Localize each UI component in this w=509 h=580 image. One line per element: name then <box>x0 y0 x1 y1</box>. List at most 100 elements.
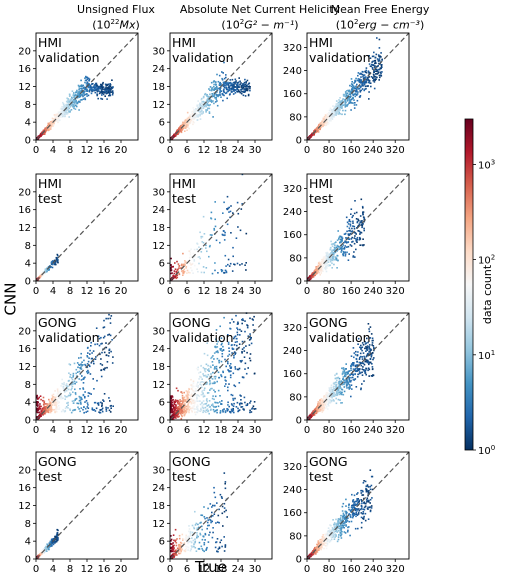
heatmap-cell <box>217 95 219 98</box>
heatmap-cell <box>67 98 69 101</box>
heatmap-cell <box>324 121 326 124</box>
heatmap-cell <box>345 101 347 104</box>
heatmap-cell <box>172 276 175 278</box>
heatmap-cell <box>67 404 69 406</box>
heatmap-cell <box>206 250 208 253</box>
x-tick-label: 6 <box>184 286 190 297</box>
heatmap-cell <box>171 395 174 397</box>
heatmap-cell <box>361 220 363 222</box>
identity-line <box>306 32 410 141</box>
heatmap-cell <box>237 407 239 410</box>
heatmap-cell <box>339 97 341 99</box>
heatmap-cell <box>216 100 218 102</box>
heatmap-cell <box>66 97 68 100</box>
heatmap-cell <box>178 131 180 134</box>
heatmap-cell <box>53 114 56 116</box>
heatmap-cell <box>79 388 81 390</box>
heatmap-cell <box>329 120 331 122</box>
heatmap-cell <box>232 409 235 411</box>
heatmap-cell <box>195 390 197 392</box>
heatmap-cell <box>55 118 57 120</box>
heatmap-cell <box>350 238 353 240</box>
y-tick-label: 80 <box>289 253 302 264</box>
heatmap-cell <box>84 98 87 101</box>
heatmap-cell <box>363 218 365 220</box>
heatmap-cell <box>228 265 231 267</box>
heatmap-cell <box>74 93 77 96</box>
heatmap-cell <box>51 409 54 411</box>
heatmap-cell <box>342 93 345 96</box>
heatmap-cell <box>78 370 81 373</box>
heatmap-cell <box>70 109 73 111</box>
heatmap-cell <box>211 382 214 385</box>
heatmap-cell <box>322 264 325 267</box>
heatmap-cell <box>199 118 202 120</box>
x-tick-label: 18 <box>215 145 228 156</box>
heatmap-cell <box>82 98 85 100</box>
heatmap-cell <box>362 207 364 209</box>
heatmap-cell <box>222 72 224 74</box>
heatmap-cell <box>83 406 85 408</box>
heatmap-cell <box>177 389 179 392</box>
heatmap-cell <box>245 269 247 271</box>
heatmap-cell <box>51 117 54 120</box>
heatmap-cell <box>187 271 190 274</box>
heatmap-cell <box>337 245 340 248</box>
heatmap-cell <box>170 269 173 272</box>
heatmap-cell <box>241 84 243 87</box>
heatmap-cell <box>352 96 354 99</box>
heatmap-cell <box>58 401 60 403</box>
heatmap-cell <box>44 412 46 415</box>
heatmap-cell <box>37 401 39 403</box>
heatmap-cell <box>51 123 53 125</box>
heatmap-cell <box>226 97 228 100</box>
heatmap-cell <box>225 87 228 90</box>
heatmap-cell <box>232 84 234 87</box>
heatmap-cell <box>248 86 250 88</box>
heatmap-cell <box>178 265 181 267</box>
heatmap-cell <box>342 250 345 253</box>
x-tick-label: 30 <box>249 145 262 156</box>
heatmap-cell <box>335 103 338 106</box>
heatmap-cell <box>225 271 228 274</box>
heatmap-cell <box>331 262 333 265</box>
heatmap-cell <box>327 112 330 115</box>
heatmap-cell <box>239 360 242 362</box>
heatmap-cell <box>47 404 49 407</box>
heatmap-cell <box>230 87 233 90</box>
heatmap-cell <box>70 388 72 391</box>
heatmap-cell <box>339 113 341 115</box>
heatmap-cell <box>363 244 365 246</box>
heatmap-cell <box>335 105 338 107</box>
heatmap-cell <box>223 61 225 64</box>
x-tick-label: 4 <box>50 425 56 436</box>
heatmap-cell <box>334 251 337 254</box>
heatmap-cell <box>98 92 101 95</box>
heatmap-cell <box>237 212 240 215</box>
heatmap-cell <box>106 84 108 86</box>
heatmap-cell <box>200 408 202 411</box>
heatmap-cell <box>108 92 111 94</box>
x-tick-label: 18 <box>215 286 228 297</box>
heatmap-cell <box>337 103 339 105</box>
heatmap-cell <box>214 97 216 99</box>
heatmap-cell <box>65 109 68 112</box>
heatmap-cell <box>110 86 113 89</box>
heatmap-cell <box>335 257 338 260</box>
heatmap-cell <box>219 91 221 93</box>
heatmap-cell <box>349 244 352 246</box>
heatmap-cell <box>197 381 199 384</box>
y-tick-label: 20 <box>18 187 31 198</box>
heatmap-cell <box>64 106 66 109</box>
identity-line <box>35 312 139 421</box>
heatmap-cell <box>205 399 208 401</box>
heatmap-cell <box>214 82 217 84</box>
heatmap-cell <box>105 354 108 357</box>
heatmap-cell <box>86 78 89 81</box>
heatmap-cell <box>334 247 336 250</box>
heatmap-cell <box>69 110 71 112</box>
heatmap-cell <box>63 381 65 384</box>
heatmap-cell <box>346 105 348 107</box>
heatmap-cell <box>343 252 345 255</box>
